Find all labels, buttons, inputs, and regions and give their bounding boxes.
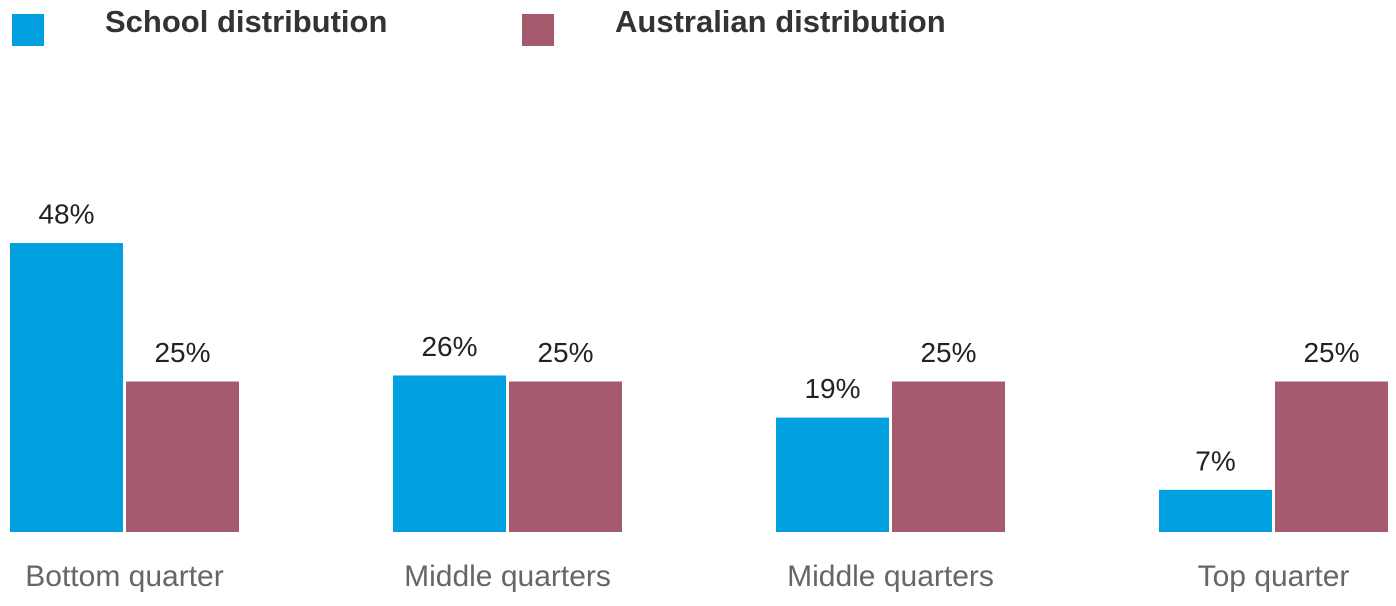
data-label: 26% bbox=[421, 331, 477, 362]
bar bbox=[776, 417, 889, 532]
bar bbox=[1275, 381, 1388, 532]
data-label: 7% bbox=[1195, 445, 1235, 476]
data-label: 48% bbox=[38, 198, 94, 229]
legend-swatch bbox=[522, 14, 554, 46]
data-label: 25% bbox=[1303, 337, 1359, 368]
legend-label: Australian distribution bbox=[615, 4, 946, 39]
x-tick-label: Middle quarters bbox=[787, 560, 994, 593]
x-tick-label: Middle quarters bbox=[404, 560, 611, 593]
bar bbox=[509, 381, 622, 532]
bar bbox=[892, 381, 1005, 532]
data-label: 25% bbox=[920, 337, 976, 368]
bar bbox=[1159, 489, 1272, 532]
legend-label: School distribution bbox=[105, 4, 387, 39]
data-label: 19% bbox=[804, 373, 860, 404]
legend-swatch bbox=[12, 14, 44, 46]
x-tick-label: Bottom quarter bbox=[25, 560, 223, 593]
data-label: 25% bbox=[154, 337, 210, 368]
bar bbox=[393, 375, 506, 532]
bar bbox=[10, 243, 123, 533]
data-label: 25% bbox=[537, 337, 593, 368]
bar bbox=[126, 381, 239, 532]
x-tick-label: Top quarter bbox=[1198, 560, 1350, 593]
